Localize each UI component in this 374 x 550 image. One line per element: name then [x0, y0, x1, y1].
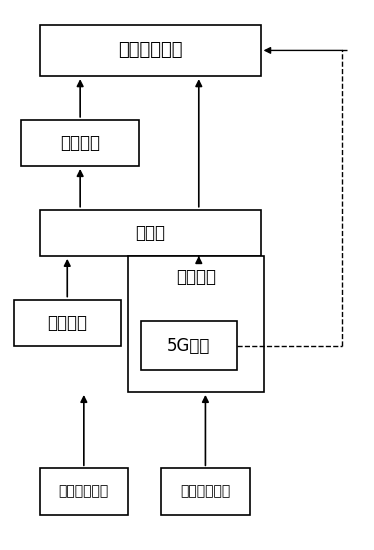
Text: 双网设备: 双网设备: [176, 268, 216, 285]
Bar: [40, 25, 261, 76]
Text: 5G模块: 5G模块: [167, 337, 211, 355]
Bar: [128, 256, 264, 392]
Text: 停车收费系统: 停车收费系统: [180, 485, 230, 498]
Text: 交换机: 交换机: [135, 224, 165, 242]
Bar: [14, 300, 121, 346]
Bar: [40, 210, 261, 256]
Text: 云端值守平台: 云端值守平台: [118, 41, 183, 59]
Text: 监控系统: 监控系统: [47, 314, 87, 332]
Text: 可视对讲系统: 可视对讲系统: [59, 485, 109, 498]
Bar: [161, 468, 249, 515]
Bar: [141, 321, 237, 370]
Text: 视频网关: 视频网关: [60, 134, 100, 152]
Bar: [40, 468, 128, 515]
Bar: [21, 120, 139, 166]
